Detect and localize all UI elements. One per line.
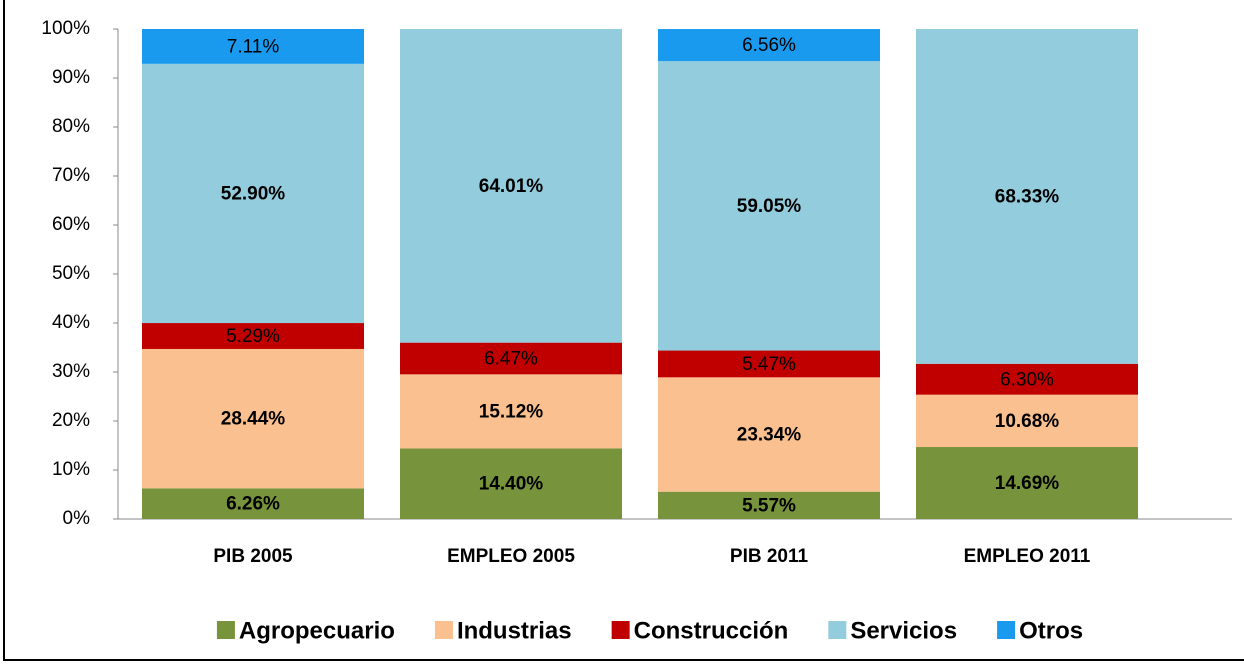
legend-label: Agropecuario	[239, 617, 395, 644]
legend-label: Construcción	[634, 617, 789, 644]
data-label: 10.68%	[995, 411, 1060, 432]
data-label: 6.56%	[742, 35, 796, 56]
legend-label: Servicios	[850, 617, 957, 644]
y-tick-label: 40%	[52, 312, 90, 333]
legend-label: Industrias	[457, 617, 572, 644]
bar-segment	[658, 377, 880, 492]
bar-segment	[142, 488, 364, 519]
bar-segment	[916, 447, 1138, 519]
data-label: 28.44%	[221, 409, 286, 430]
bar-segment	[916, 363, 1138, 395]
bar-segment	[400, 448, 622, 519]
y-tick-label: 20%	[52, 410, 90, 431]
y-tick-label: 90%	[52, 67, 90, 88]
legend-swatch	[434, 621, 453, 639]
bar-segment	[400, 29, 622, 343]
data-label: 14.40%	[479, 474, 544, 495]
y-tick-label: 100%	[41, 18, 90, 39]
data-label: 59.05%	[737, 196, 802, 217]
data-label: 68.33%	[995, 186, 1060, 207]
y-tick-label: 70%	[52, 165, 90, 186]
data-label: 23.34%	[737, 425, 802, 446]
bar-segment	[400, 342, 622, 375]
x-tick-label: EMPLEO 2005	[447, 546, 575, 567]
y-tick-label: 80%	[52, 116, 90, 137]
data-label: 5.47%	[742, 354, 796, 375]
x-tick-label: EMPLEO 2011	[964, 546, 1091, 567]
legend-swatch	[611, 621, 630, 639]
bar-segment	[916, 29, 1138, 364]
bar-segment	[658, 61, 880, 351]
bar-segment	[658, 350, 880, 378]
data-label: 15.12%	[479, 401, 544, 422]
legend-swatch	[997, 621, 1016, 639]
legend-swatch	[216, 621, 235, 639]
data-label: 5.29%	[226, 326, 280, 347]
y-tick-label: 50%	[52, 263, 90, 284]
data-label: 14.69%	[995, 473, 1060, 494]
chart-frame	[3, 0, 1244, 661]
data-label: 7.11%	[227, 36, 280, 57]
data-label: 6.30%	[1000, 369, 1054, 390]
data-label: 6.26%	[226, 494, 280, 515]
bar-segment	[142, 323, 364, 349]
data-label: 52.90%	[221, 183, 286, 204]
x-tick-label: PIB 2005	[213, 546, 293, 567]
bar-segment	[142, 63, 364, 324]
bar-segment	[658, 29, 880, 62]
y-tick-label: 10%	[52, 459, 90, 480]
y-tick-label: 30%	[52, 361, 90, 382]
legend-swatch	[828, 621, 847, 639]
bar-segment	[142, 29, 364, 64]
data-label: 6.47%	[484, 349, 538, 370]
legend-label: Otros	[1019, 617, 1083, 644]
bar-segment	[142, 348, 364, 489]
bar-segment	[400, 374, 622, 449]
data-label: 5.57%	[742, 495, 796, 516]
y-tick-label: 0%	[63, 508, 91, 529]
data-label: 64.01%	[479, 176, 544, 197]
y-tick-label: 60%	[52, 214, 90, 235]
bar-segment	[916, 394, 1138, 448]
bar-segment	[658, 491, 880, 519]
x-tick-label: PIB 2011	[730, 546, 809, 567]
